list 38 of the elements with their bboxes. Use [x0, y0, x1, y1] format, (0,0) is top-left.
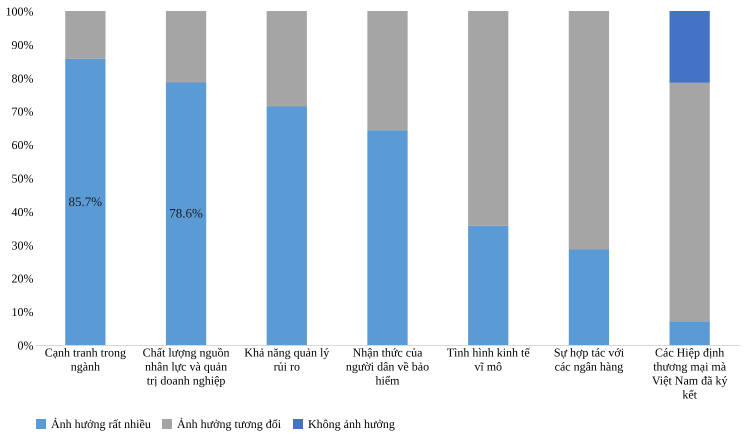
x-tick-label: Cạnh tranh trong ngành — [44, 346, 126, 374]
x-tick-label: Sự hợp tác với các ngân hàng — [554, 346, 625, 374]
y-tick-label: 100% — [6, 4, 34, 18]
bar — [166, 82, 206, 345]
y-tick-label: 0% — [18, 338, 34, 352]
bar — [670, 11, 710, 83]
bar — [670, 321, 710, 345]
bar — [670, 82, 710, 322]
bar — [568, 11, 610, 250]
legend-label: Ảnh hưởng rất nhiều — [51, 417, 151, 431]
bar — [468, 11, 508, 226]
bar — [65, 11, 106, 59]
data-label: 85.7% — [68, 194, 102, 209]
data-label: 78.6% — [169, 206, 204, 221]
x-tick-label: Nhận thức của người dân về bảo hiểm — [346, 346, 430, 388]
x-tick-label: Chất lượng nguồn nhân lực và quản trị doanh nghiệp — [142, 346, 230, 388]
x-tick-label: Tình hình kinh tế vĩ mô — [446, 346, 530, 374]
y-tick-label: 20% — [12, 272, 34, 286]
x-tick-label: Khả năng quản lý rủi ro — [244, 346, 330, 374]
x-tick-label: Các Hiệp định thương mại mà Việt Nam đã ký kết — [652, 346, 728, 402]
bar — [166, 11, 206, 82]
y-tick-label: 70% — [12, 104, 34, 119]
y-tick-label: 50% — [12, 172, 34, 186]
y-tick-label: 80% — [12, 71, 34, 86]
y-tick-label: 90% — [12, 38, 34, 52]
bar — [367, 130, 408, 345]
y-tick-label: 60% — [12, 138, 34, 152]
legend-label: Không ảnh hưởng — [308, 417, 395, 431]
y-tick-label: 10% — [12, 305, 34, 320]
bar — [266, 106, 307, 345]
bar — [266, 11, 307, 107]
legend-label: Ảnh hưởng tương đối — [177, 417, 282, 431]
y-tick-label: 30% — [12, 238, 34, 252]
bar — [468, 226, 508, 345]
bar — [367, 11, 408, 130]
y-tick-label: 40% — [12, 204, 34, 219]
bar — [568, 249, 610, 345]
bar — [65, 58, 106, 345]
